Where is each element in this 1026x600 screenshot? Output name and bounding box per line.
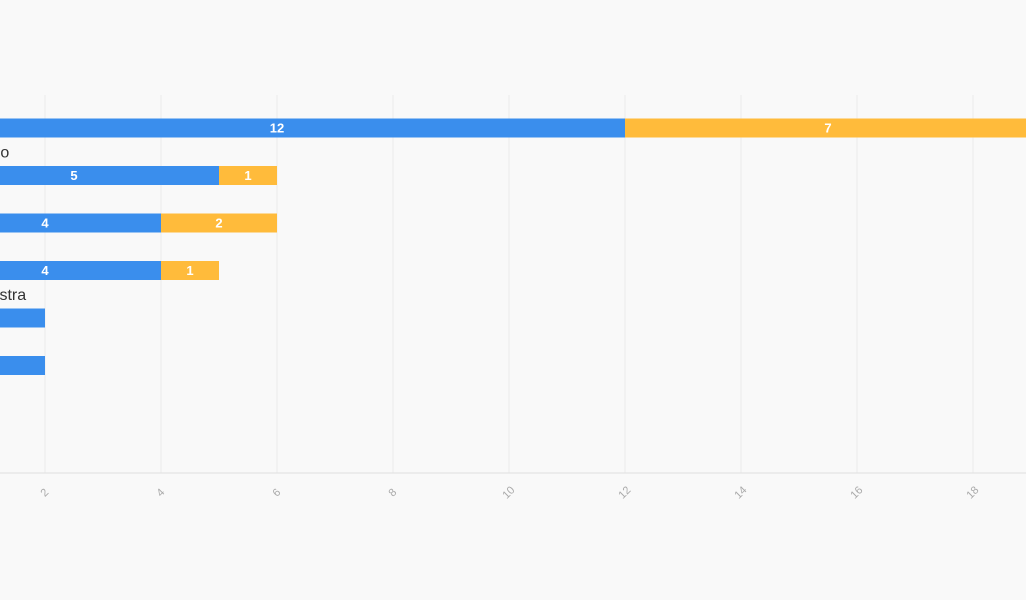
bar-segment	[0, 213, 161, 233]
x-tick-label: 14	[732, 484, 749, 501]
x-tick-label: 6	[271, 487, 284, 500]
data-label: 4	[41, 263, 49, 278]
bar-segment	[161, 261, 219, 280]
data-label: 12	[270, 120, 284, 135]
data-label: 5	[70, 168, 77, 183]
x-tick-label: 18	[964, 484, 981, 501]
data-label: 4	[41, 215, 49, 230]
x-tick-label: 4	[155, 487, 168, 500]
x-tick-label: 2	[39, 487, 52, 500]
bar-segment	[219, 166, 277, 185]
x-tick-label: 16	[848, 484, 865, 501]
category-label: emocratico	[0, 145, 9, 162]
bar-segment	[625, 118, 1026, 138]
x-tick-label: 8	[387, 487, 400, 500]
bar-segment	[0, 261, 161, 280]
x-tick-label: 12	[616, 484, 633, 501]
bar-segment	[161, 213, 277, 233]
data-label: 7	[824, 120, 831, 135]
bar-segment	[0, 166, 219, 185]
category-label: Verdi-Sinistra	[0, 287, 26, 304]
bar-segment	[0, 118, 625, 138]
data-label: 2	[215, 215, 222, 230]
bar-segment	[0, 356, 45, 375]
x-tick-label: 10	[500, 484, 517, 501]
data-label: 1	[186, 263, 193, 278]
data-label: 1	[244, 168, 251, 183]
bar-segment	[0, 308, 45, 328]
